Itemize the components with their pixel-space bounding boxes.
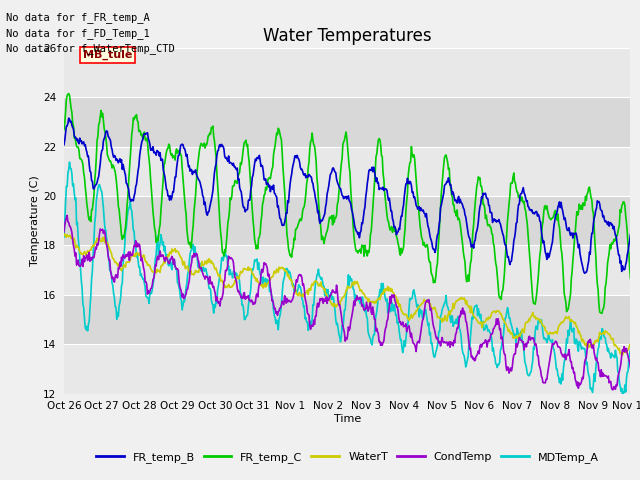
Bar bbox=[64, 295, 630, 344]
Bar bbox=[64, 245, 630, 295]
X-axis label: Time: Time bbox=[333, 414, 361, 424]
Bar bbox=[64, 48, 630, 97]
Bar bbox=[64, 196, 630, 245]
Y-axis label: Temperature (C): Temperature (C) bbox=[30, 175, 40, 266]
Title: Water Temperatures: Water Temperatures bbox=[263, 27, 431, 45]
Bar bbox=[64, 344, 630, 394]
Text: No data for f_FD_Temp_1: No data for f_FD_Temp_1 bbox=[6, 28, 150, 39]
Bar bbox=[64, 97, 630, 147]
Legend: FR_temp_B, FR_temp_C, WaterT, CondTemp, MDTemp_A: FR_temp_B, FR_temp_C, WaterT, CondTemp, … bbox=[92, 447, 603, 468]
Bar bbox=[64, 147, 630, 196]
Text: No data for f_WaterTemp_CTD: No data for f_WaterTemp_CTD bbox=[6, 43, 175, 54]
Text: MB_tule: MB_tule bbox=[83, 50, 132, 60]
Text: No data for f_FR_temp_A: No data for f_FR_temp_A bbox=[6, 12, 150, 23]
